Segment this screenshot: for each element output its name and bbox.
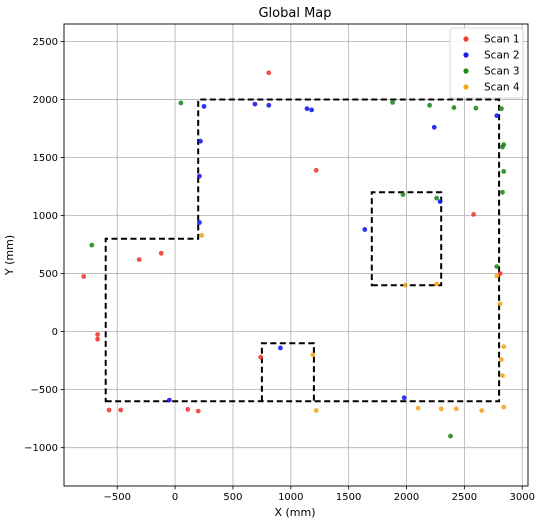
scan-4-point <box>434 281 439 287</box>
y-axis-label: Y (mm) <box>3 235 16 276</box>
scan-2-point <box>494 113 500 119</box>
x-tick-label: 1000 <box>278 492 303 503</box>
scan-4-point <box>402 282 408 288</box>
scan-4-point <box>494 273 500 279</box>
x-tick-label: 0 <box>172 492 178 503</box>
y-tick-label: 500 <box>39 269 58 280</box>
map-outline <box>370 191 443 287</box>
scan-4-point <box>500 373 505 379</box>
scan-4-point <box>501 344 507 350</box>
scan-3-point <box>427 102 432 108</box>
scan-2-point <box>197 220 202 225</box>
scan-2-point <box>362 227 368 232</box>
scan-1-point <box>258 354 264 360</box>
scan-3-point <box>451 105 457 110</box>
scan-4-point <box>501 404 507 410</box>
y-tick-label: −500 <box>31 385 58 396</box>
scan-4-point <box>310 352 316 358</box>
axis-ticks: −500 0 500 1000 1500 2000 2500 3000 −1000 −500 0 50… <box>24 37 535 503</box>
scan-1-point <box>195 408 201 414</box>
scan-2-point <box>266 102 272 108</box>
y-tick-label: 2500 <box>33 37 58 48</box>
scan-4-point <box>313 408 319 413</box>
scan-3-point <box>494 264 500 269</box>
scan-1-point <box>266 70 272 76</box>
legend-box <box>449 27 524 99</box>
scan-4-point <box>438 406 444 412</box>
y-tick-label: 1500 <box>33 153 58 164</box>
scan-4-point <box>199 232 205 238</box>
scan-3-point <box>473 105 479 111</box>
scan-1-point <box>471 212 476 217</box>
scan-2-point <box>166 397 172 403</box>
scan-4-point <box>479 408 485 413</box>
plot-area <box>64 24 528 486</box>
scan-2-point <box>437 199 443 205</box>
scan-3-point <box>448 433 453 439</box>
scan-1-point <box>158 250 164 256</box>
x-tick-label: 1500 <box>336 492 361 503</box>
scan-1-point <box>95 332 100 337</box>
scan-2-point <box>252 101 258 107</box>
scan-4-point <box>453 406 459 412</box>
scan-3-point <box>434 195 439 201</box>
chart-title: Global Map <box>258 6 331 21</box>
scan-2-point <box>304 106 310 112</box>
scan-points <box>81 70 507 439</box>
scan-2-legend-label: Scan 2 <box>484 50 520 62</box>
scan-3-point <box>500 144 505 150</box>
scan-1-point <box>81 274 87 279</box>
scan-1-point <box>136 257 142 262</box>
scan-3-point <box>89 242 95 248</box>
scan-3-point <box>501 169 507 174</box>
scan-2-point <box>278 345 283 351</box>
x-axis-label: X (mm) <box>274 506 315 519</box>
y-tick-label: −1000 <box>24 443 58 454</box>
scan-2-legend-marker <box>463 52 469 58</box>
scan-4-point <box>497 301 503 307</box>
scan-4-point <box>499 357 504 362</box>
x-tick-label: 3000 <box>509 492 534 503</box>
plot-frame <box>63 23 529 487</box>
x-tick-label: 500 <box>223 492 242 503</box>
scan-1-point <box>313 167 319 173</box>
scan-1-point <box>118 407 124 413</box>
legend: Scan 1 Scan 2 Scan 3 Scan 4 <box>449 27 524 99</box>
scan-3-point <box>499 106 504 112</box>
scan-3-point <box>178 100 184 106</box>
scan-4-legend-marker <box>463 84 469 90</box>
map-outline <box>260 342 315 402</box>
scan-2-point <box>198 138 203 144</box>
scan-4-legend-label: Scan 4 <box>484 82 520 94</box>
scan-1-point <box>497 271 503 276</box>
scan-2-point <box>197 173 202 179</box>
x-tick-label: −500 <box>103 492 130 503</box>
y-tick-label: 1000 <box>33 211 58 222</box>
scan-3-point <box>390 100 395 105</box>
scan-2-point <box>201 104 207 109</box>
scan-3-point <box>500 189 505 195</box>
scan-2-point <box>309 107 314 113</box>
scan-3-legend-label: Scan 3 <box>484 66 520 78</box>
scan-4-point <box>415 405 421 411</box>
scan-1-point <box>106 407 112 413</box>
scan-3-point <box>400 192 406 198</box>
map-outlines <box>104 98 501 403</box>
scan-1-point <box>185 407 191 412</box>
map-outline <box>104 98 501 403</box>
x-tick-label: 2500 <box>452 492 477 503</box>
scan-1-legend-marker <box>463 36 469 42</box>
scan-2-point <box>401 395 407 401</box>
scan-3-legend-marker <box>463 68 469 74</box>
scan-1-point <box>95 336 100 342</box>
y-tick-label: 2000 <box>33 95 58 106</box>
scan-1-legend-label: Scan 1 <box>484 34 520 46</box>
y-tick-label: 0 <box>52 327 58 338</box>
scan-2-point <box>431 124 437 130</box>
x-tick-label: 2000 <box>394 492 419 503</box>
